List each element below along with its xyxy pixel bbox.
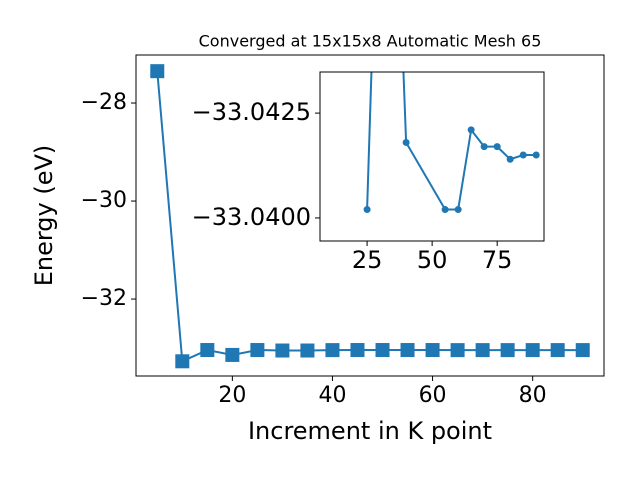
marker <box>475 343 490 358</box>
marker <box>225 347 240 362</box>
y-tick-label: −33.0400 <box>192 203 311 231</box>
x-tick-label: 50 <box>417 246 448 274</box>
marker <box>454 206 462 214</box>
marker <box>532 151 540 159</box>
plot-clip <box>150 64 590 369</box>
x-tick-label: 25 <box>352 246 383 274</box>
marker <box>575 343 590 358</box>
x-tick-label: 60 <box>419 383 447 408</box>
marker <box>441 206 449 214</box>
marker <box>519 151 527 159</box>
y-axis-label: Energy (eV) <box>30 145 58 287</box>
marker <box>175 354 190 369</box>
x-tick-label: 80 <box>519 383 547 408</box>
marker <box>525 343 540 358</box>
plot-clip <box>363 72 540 214</box>
y-tick-label: −28 <box>81 90 127 115</box>
marker <box>375 343 390 358</box>
marker <box>493 143 501 151</box>
marker <box>150 64 165 79</box>
marker <box>500 343 515 358</box>
marker <box>300 343 315 358</box>
chart-title: Converged at 15x15x8 Automatic Mesh 65 <box>199 32 542 51</box>
y-tick-label: −32 <box>81 286 127 311</box>
marker <box>200 343 215 358</box>
marker <box>402 138 410 146</box>
marker <box>400 343 415 358</box>
plot-frame <box>319 71 545 242</box>
y-tick-label: −33.0425 <box>192 98 311 126</box>
x-tick-label: 20 <box>218 383 246 408</box>
marker <box>350 343 365 358</box>
marker <box>425 343 440 358</box>
marker <box>250 343 265 358</box>
x-axis-label: Increment in K point <box>248 417 492 445</box>
x-tick-label: 75 <box>482 246 513 274</box>
marker <box>363 206 371 214</box>
marker <box>450 343 465 358</box>
marker <box>325 343 340 358</box>
x-tick-label: 40 <box>318 383 346 408</box>
plot-frame <box>135 54 605 377</box>
marker <box>480 143 488 151</box>
marker <box>550 343 565 358</box>
y-tick-label: −30 <box>81 188 127 213</box>
marker <box>467 126 475 134</box>
marker <box>275 343 290 358</box>
marker <box>506 155 514 163</box>
